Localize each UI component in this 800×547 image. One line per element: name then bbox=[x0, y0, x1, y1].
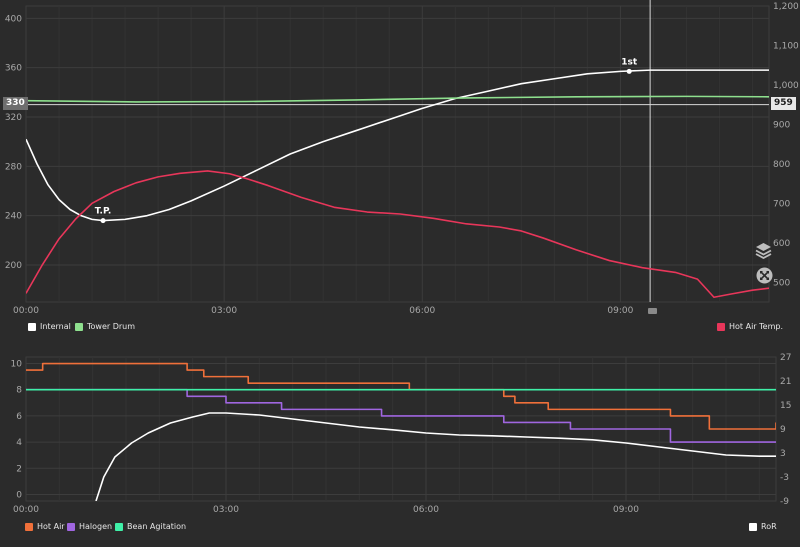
series-tower-drum bbox=[26, 95, 769, 103]
x-tick-label: 03:00 bbox=[213, 505, 239, 515]
legend-swatch bbox=[115, 522, 123, 531]
y-left-tick-label: 280 bbox=[5, 162, 22, 172]
y-right-tick-label: 700 bbox=[773, 199, 790, 209]
y-right-tick-label: 15 bbox=[780, 401, 791, 411]
x-tick-label: 03:00 bbox=[211, 306, 237, 316]
legend-label: Internal bbox=[40, 322, 71, 331]
legend-swatch bbox=[75, 322, 83, 331]
y-right-tick-label: 900 bbox=[773, 120, 790, 130]
legend-label: Hot Air bbox=[37, 522, 65, 531]
x-tick-label: 00:00 bbox=[13, 306, 39, 316]
x-tick-label: 00:00 bbox=[13, 505, 39, 515]
x-tick-label: 06:00 bbox=[413, 505, 439, 515]
legend-label: Bean Agitation bbox=[127, 522, 187, 531]
y-right-tick-label: 9 bbox=[780, 425, 786, 435]
y-right-tick-label: -3 bbox=[780, 473, 789, 483]
y-right-tick-label: 1,200 bbox=[773, 2, 799, 12]
x-tick-label: 06:00 bbox=[409, 306, 435, 316]
plot-frame bbox=[25, 5, 770, 303]
control-chart: 00:00 03:00 06:00 09:00 0 2 4 6 8 10 -9 -3 3 9 15 21 27 bbox=[11, 353, 792, 515]
legend-swatch bbox=[25, 522, 33, 531]
y-left-tick-label: 0 bbox=[16, 490, 22, 500]
annotation-marker-1st bbox=[626, 68, 632, 74]
annotation-label-1st: 1st bbox=[621, 57, 638, 67]
series-internal bbox=[26, 69, 769, 222]
y-right-tick-label: 21 bbox=[780, 377, 791, 387]
y-left-tick-label: 320 bbox=[5, 113, 22, 123]
x-tick-label: 09:00 bbox=[607, 306, 633, 316]
expand-icon[interactable] bbox=[756, 267, 773, 284]
legend-hot-air[interactable]: Hot Air bbox=[25, 522, 65, 531]
layers-icon[interactable] bbox=[755, 242, 772, 260]
legend-ror[interactable]: RoR bbox=[749, 522, 777, 531]
legend-label: Tower Drum bbox=[87, 322, 136, 331]
legend-tower-drum[interactable]: Tower Drum bbox=[75, 322, 135, 331]
legend-label: Hot Air Temp. bbox=[729, 322, 783, 331]
temperature-chart: 00:00 03:00 06:00 09:00 200 240 280 320 360 400 50… bbox=[5, 0, 799, 316]
y-right-tick-label: 600 bbox=[773, 239, 790, 249]
annotation-marker-t-p bbox=[100, 218, 106, 224]
legend-swatch bbox=[67, 522, 75, 531]
y-right-tick-label: 800 bbox=[773, 160, 790, 170]
legend-halogen[interactable]: Halogen bbox=[67, 522, 112, 531]
y-right-tick-label: 500 bbox=[773, 278, 790, 288]
series-hot-air-temp bbox=[26, 170, 769, 299]
y-right-tick-label: 1,000 bbox=[773, 81, 799, 91]
legend-swatch bbox=[717, 322, 725, 331]
x-tick-label: 09:00 bbox=[613, 505, 639, 515]
legend-swatch bbox=[749, 522, 757, 531]
series-hot-air bbox=[26, 362, 776, 430]
y-left-tick-label: 240 bbox=[5, 212, 22, 222]
legend-label: Halogen bbox=[79, 522, 113, 531]
y-left-tick-label: 360 bbox=[5, 64, 22, 74]
y-left-tick-label: 8 bbox=[16, 386, 22, 396]
y-left-tick-label: 10 bbox=[11, 360, 23, 370]
y-left-tick-label: 400 bbox=[5, 14, 22, 24]
legend-hot-air-temp[interactable]: Hot Air Temp. bbox=[717, 322, 783, 331]
y-right-tick-label: -9 bbox=[780, 497, 789, 507]
legend-swatch bbox=[28, 322, 36, 331]
series-ror bbox=[95, 412, 776, 501]
legend-internal[interactable]: Internal bbox=[28, 322, 71, 331]
y-left-tick-label: 2 bbox=[16, 464, 22, 474]
series-halogen bbox=[26, 388, 776, 443]
y-left-tick-label: 6 bbox=[16, 412, 22, 422]
legend-label: RoR bbox=[761, 522, 777, 531]
y-left-tick-label: 4 bbox=[16, 438, 22, 448]
y-right-tick-label: 1,100 bbox=[773, 41, 799, 51]
y-right-tick-label: 3 bbox=[780, 449, 786, 459]
y-right-tick-label: 27 bbox=[780, 353, 791, 363]
right-reference-badge: 959 bbox=[771, 97, 796, 110]
y-left-tick-label: 200 bbox=[5, 261, 22, 271]
left-reference-badge: 330 bbox=[3, 97, 28, 110]
scrub-handle[interactable] bbox=[648, 308, 657, 314]
annotation-label-t-p: T.P. bbox=[95, 207, 112, 217]
legend-bean-agitation[interactable]: Bean Agitation bbox=[115, 522, 186, 531]
